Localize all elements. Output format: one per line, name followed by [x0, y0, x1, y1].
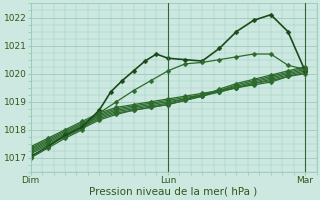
- X-axis label: Pression niveau de la mer( hPa ): Pression niveau de la mer( hPa ): [90, 187, 258, 197]
